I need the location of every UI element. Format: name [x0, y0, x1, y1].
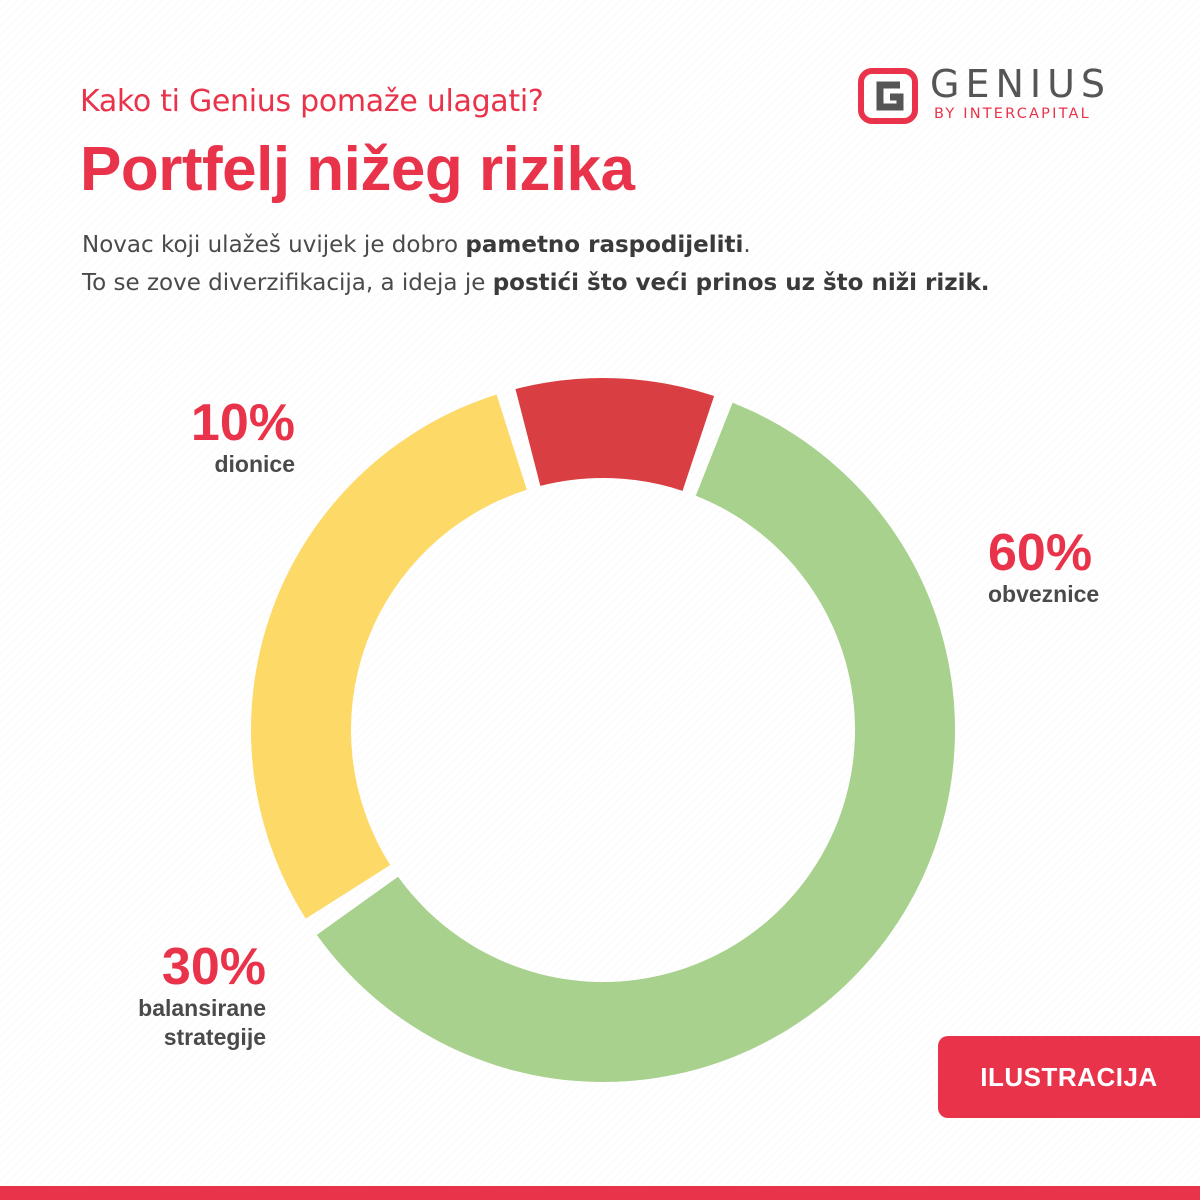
page-title: Portfelj nižeg rizika [80, 135, 635, 204]
description-line-1: Novac koji ulažeš uvijek je dobro pametn… [82, 226, 990, 264]
description-line-1-end: . [743, 232, 751, 258]
slice-name-dionice: dionice [214, 451, 295, 477]
slice-label-obveznice: 60% obveznice [988, 526, 1099, 609]
page-subtitle: Kako ti Genius pomaže ulagati? [80, 84, 544, 119]
description-line-2-highlight: postići što veći prinos uz što niži rizi… [492, 270, 990, 296]
genius-g-logo-icon [858, 68, 918, 124]
description-line-1-highlight: pametno raspodijeliti [465, 232, 744, 258]
donut-slice-balansirane [251, 394, 527, 919]
slice-label-dionice: 10% dionice [180, 396, 295, 479]
slice-value-balansirane: 30% [161, 938, 266, 996]
slice-name-obveznice: obveznice [988, 581, 1100, 607]
logo-name: GENIUS [930, 62, 1112, 106]
illustration-badge: ILUSTRACIJA [938, 1036, 1200, 1118]
description-line-1-text: Novac koji ulažeš uvijek je dobro [82, 232, 466, 258]
description-line-2: To se zove diverzifikacija, a ideja je p… [82, 264, 990, 302]
slice-name-balansirane-line2: strategije [163, 1024, 266, 1050]
logo-tagline: BY INTERCAPITAL [934, 106, 1091, 122]
description: Novac koji ulažeš uvijek je dobro pametn… [82, 226, 990, 302]
slice-label-balansirane: 30% balansirane strategije [100, 940, 266, 1052]
slice-value-obveznice: 60% [988, 524, 1093, 582]
donut-slice-dionice [515, 377, 715, 491]
donut-slice-obveznice [316, 402, 955, 1082]
illustration-badge-label: ILUSTRACIJA [980, 1061, 1158, 1092]
bottom-accent-bar [0, 1186, 1200, 1200]
slice-value-dionice: 10% [190, 394, 295, 452]
description-line-2-text: To se zove diverzifikacija, a ideja je [82, 270, 493, 296]
slice-name-balansirane-line1: balansirane [138, 995, 266, 1021]
